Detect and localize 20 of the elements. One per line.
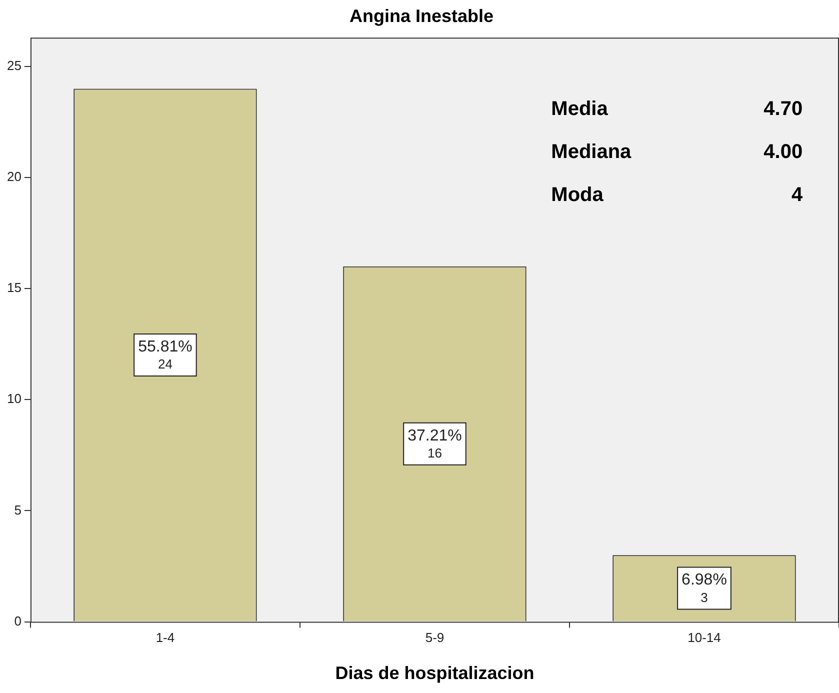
- annotation: 4.00: [764, 141, 803, 164]
- y-tick-label: 0: [14, 613, 22, 628]
- y-tick-label: 5: [14, 502, 22, 518]
- x-tick-label: 1-4: [156, 630, 175, 646]
- data-label: 6.98% 3: [682, 572, 727, 605]
- annotation: Moda: [551, 184, 604, 206]
- annotation: Mediana: [551, 141, 632, 164]
- data-label: 37.21% 16: [408, 427, 462, 460]
- annotation: Media: [551, 98, 609, 120]
- x-axis-title: Dias de hospitalizacion: [335, 663, 534, 684]
- y-tick-label: 15: [6, 280, 22, 296]
- annotation: 4.70: [764, 98, 803, 120]
- annotation: 4: [791, 184, 804, 206]
- y-tick-label: 25: [6, 58, 22, 74]
- x-tick-label: 5-9: [425, 630, 444, 646]
- y-tick-label: 20: [6, 169, 22, 184]
- x-tick-label: 10-14: [688, 630, 721, 646]
- data-label: 55.81% 24: [138, 338, 192, 372]
- chart-title: Angina Inestable: [349, 6, 494, 26]
- y-tick-label: 10: [6, 391, 22, 406]
